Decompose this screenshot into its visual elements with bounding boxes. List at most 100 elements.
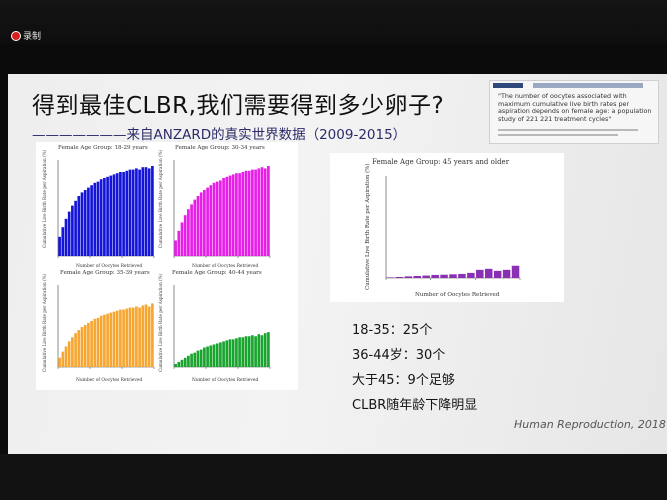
chart-xlabel-45-plus: Number of Oocytes Retrieved (415, 292, 500, 298)
chart-bar (263, 333, 267, 367)
chart-bar (174, 240, 177, 256)
chart-bar (141, 167, 145, 256)
chart-bar (190, 204, 193, 256)
chart-bar (225, 176, 229, 256)
chart-bar (99, 179, 103, 256)
chart-bar (228, 339, 232, 367)
chart-bar (238, 337, 241, 367)
chart-bar (235, 173, 238, 256)
chart-bar (177, 230, 181, 256)
chart-bar (83, 190, 87, 256)
chart-bar (61, 227, 65, 256)
chart-bar (251, 169, 254, 256)
chart-bar (199, 349, 203, 367)
chart-bar (502, 269, 511, 278)
chart-bar (199, 192, 203, 256)
stat-18-35: 18-35：25个 (352, 323, 433, 338)
chart-bar (212, 182, 216, 256)
chart-bar (187, 209, 190, 256)
chart-bar (64, 218, 68, 256)
chart-bar (449, 274, 457, 278)
bar-chart-45-plus (385, 176, 521, 280)
chart-bar (180, 222, 184, 256)
chart-bar (93, 318, 97, 367)
chart-bar (219, 342, 222, 367)
bar-chart-35-39 (57, 285, 155, 369)
chart-bar (251, 335, 254, 367)
chart-bar (386, 277, 395, 278)
chart-bar (96, 181, 100, 256)
chart-title-40-44: Female Age Group: 40-44 years (172, 270, 262, 276)
chart-bar (96, 317, 100, 367)
chart-bar (187, 355, 190, 367)
journal-header (493, 83, 653, 89)
chart-bar (90, 320, 93, 367)
chart-bar (77, 196, 81, 256)
chart-bar (203, 347, 206, 367)
recorder-toolbar: 录制 (0, 0, 667, 44)
chart-bar (190, 353, 193, 367)
chart-bar (80, 192, 84, 256)
chart-bar (147, 306, 151, 367)
chart-bar (244, 170, 248, 256)
chart-bar (71, 337, 74, 367)
chart-bar (440, 274, 448, 278)
chart-title-45-plus: Female Age Group: 45 years and older (372, 158, 510, 166)
chart-bar (257, 334, 261, 367)
chart-bar (263, 168, 267, 256)
chart-bar (254, 169, 257, 256)
chart-bar (67, 341, 71, 367)
chart-bar (413, 275, 422, 278)
chart-bar (267, 332, 270, 367)
chart-bar (112, 174, 116, 256)
chart-bar (238, 173, 241, 256)
chart-bar (90, 185, 93, 256)
chart-bar (422, 275, 430, 278)
reference-title: "The number of oocytes associated with m… (498, 92, 652, 123)
chart-title-35-39: Female Age Group: 35-39 years (60, 270, 150, 276)
chart-bar (183, 357, 187, 367)
stat-clbr-trend: CLBR随年龄下降明显 (352, 398, 478, 413)
chart-bar (109, 175, 113, 256)
chart-bar (203, 190, 206, 256)
chart-bar (67, 211, 71, 256)
chart-bar (231, 174, 235, 256)
chart-bar (206, 187, 209, 256)
chart-bar (511, 265, 520, 278)
slide-title: 得到最佳CLBR,我们需要得到多少卵子? (32, 93, 445, 119)
chart-bar (222, 341, 225, 367)
chart-bar (174, 363, 177, 367)
chart-xlabel-40-44: Number of Oocytes Retrieved (192, 378, 259, 383)
chart-bar (267, 166, 270, 256)
chart-bar (112, 311, 116, 367)
chart-bar (128, 169, 132, 256)
chart-bar (177, 361, 181, 367)
chart-bar (431, 274, 439, 278)
chart-bar (125, 308, 129, 367)
chart-bar (247, 336, 251, 367)
chart-bar (58, 357, 61, 367)
chart-bar (83, 324, 87, 367)
chart-bar (87, 187, 90, 256)
chart-bar (131, 169, 135, 256)
chart-bar (144, 167, 148, 256)
chart-bar (254, 336, 257, 367)
chart-bar (106, 313, 109, 367)
chart-bar (87, 322, 90, 367)
chart-bar (215, 343, 219, 367)
record-icon[interactable] (11, 31, 21, 41)
bar-chart-18-29 (57, 160, 155, 258)
reference-author-lines (498, 129, 648, 139)
chart-bar (144, 304, 148, 367)
chart-xlabel-35-39: Number of Oocytes Retrieved (76, 378, 143, 383)
chart-bar (260, 167, 264, 256)
chart-bar (103, 178, 106, 256)
chart-bar (484, 268, 493, 278)
chart-bar (106, 176, 109, 256)
chart-bar (196, 196, 200, 256)
chart-ylabel-45-plus: Cumulative Live Birth Rate per Aspiratio… (365, 163, 371, 291)
chart-ylabel-40-44: Cumulative Live Birth Rate per Aspiratio… (158, 273, 163, 372)
chart-bar (61, 351, 65, 367)
chart-bar (209, 345, 213, 367)
chart-bar (241, 337, 245, 367)
